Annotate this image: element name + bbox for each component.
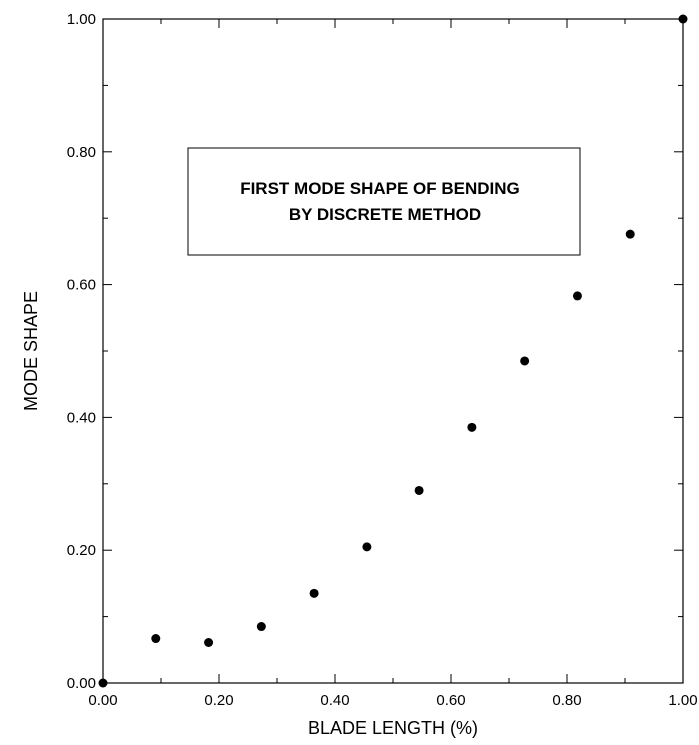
y-tick-label: 0.20 [67, 542, 96, 559]
x-tick-label: 1.00 [668, 692, 697, 709]
data-point [520, 356, 530, 366]
data-points [98, 14, 688, 688]
data-point [256, 622, 266, 632]
data-point [204, 637, 214, 647]
annotation-line-2: BY DISCRETE METHOD [289, 205, 481, 224]
annotation-line-1: FIRST MODE SHAPE OF BENDING [240, 179, 520, 198]
data-point [98, 678, 108, 688]
x-tick-label: 0.20 [204, 692, 233, 709]
y-axis-label: MODE SHAPE [21, 291, 41, 411]
annotation-frame [187, 147, 581, 256]
y-tick-label: 0.40 [67, 409, 96, 426]
x-tick-label: 0.00 [88, 692, 117, 709]
data-point [362, 542, 372, 552]
plot-frame [102, 18, 684, 684]
x-axis-ticks: 0.00 0.20 0.40 0.60 0.80 1.00 [88, 19, 698, 709]
y-tick-label: 0.80 [67, 144, 96, 161]
annotation-box: FIRST MODE SHAPE OF BENDING BY DISCRETE … [187, 147, 581, 256]
data-point [309, 588, 319, 598]
data-point [414, 485, 424, 495]
y-tick-label: 0.00 [67, 675, 96, 692]
y-tick-label: 0.60 [67, 277, 96, 294]
x-axis-label: BLADE LENGTH (%) [308, 718, 478, 738]
y-tick-label: 1.00 [67, 11, 96, 28]
x-tick-label: 0.40 [320, 692, 349, 709]
data-point [625, 229, 635, 239]
y-axis-ticks: 0.00 0.20 0.40 0.60 0.80 1.00 [67, 11, 683, 692]
minor-ticks [103, 19, 683, 683]
data-point [467, 422, 477, 432]
data-point [678, 14, 688, 24]
x-tick-label: 0.80 [552, 692, 581, 709]
data-point [572, 291, 582, 301]
data-point [151, 634, 161, 644]
x-tick-label: 0.60 [436, 692, 465, 709]
